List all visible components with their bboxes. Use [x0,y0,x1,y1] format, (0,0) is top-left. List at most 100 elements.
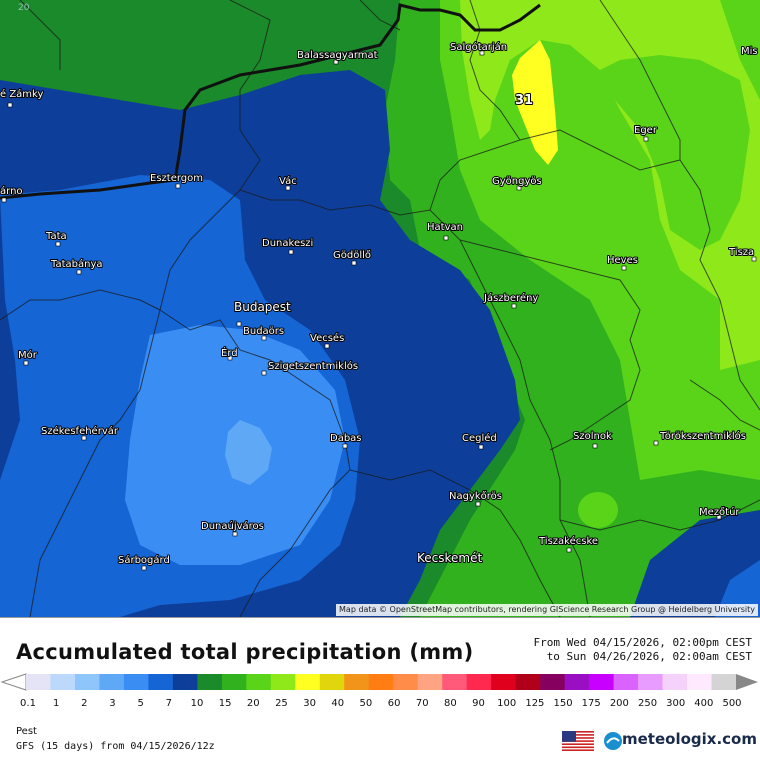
city-label: Balassagyarmat [297,50,378,61]
scale-tick-label: 100 [497,698,517,709]
precip-band-25-30-blob [578,492,618,528]
color-swatch [589,674,615,690]
color-swatch [515,674,541,690]
scale-tick-label: 150 [553,698,573,709]
city-label: Érd [221,346,238,359]
model-run-label: GFS (15 days) from 04/15/2026/12z [16,741,215,752]
corner-tick: 20 [18,3,30,13]
city-label: Sárbogárd [118,554,170,566]
scale-tick-label: 500 [722,698,742,709]
scale-tick-label: 7 [165,698,172,709]
city-label: Vecsés [310,332,344,344]
color-swatch [393,674,419,690]
color-swatch [662,674,688,690]
color-swatch [417,674,443,690]
city-label: Eger [634,125,658,136]
color-swatch [491,674,517,690]
scale-tick-label: 40 [331,698,345,709]
peak-value-label: 31 [515,93,533,108]
color-swatch [319,674,345,690]
scale-tick-label: 50 [359,698,373,709]
city-label: Szigetszentmiklós [268,360,358,372]
city-label: árno [0,185,23,197]
color-swatch [711,674,737,690]
scale-tick-label: 60 [387,698,401,709]
city-label: Gödöllő [333,249,371,261]
city-label: Gyöngyös [492,176,542,187]
city-label: Nagykőrös [449,490,502,502]
city-label: Cegléd [462,432,497,444]
scale-tick-label: 175 [581,698,601,709]
color-swatch [123,674,149,690]
scale-tick-label: 10 [190,698,204,709]
color-swatch [172,674,198,690]
color-swatch [99,674,125,690]
color-swatch [246,674,272,690]
color-scale-bar [0,673,758,691]
color-swatch [74,674,100,690]
scale-tick-label: 125 [525,698,545,709]
city-label: Tata [45,231,67,242]
county-borders [0,0,760,617]
color-swatch [540,674,566,690]
color-swatch [197,674,223,690]
precip-band-3-5 [225,420,272,485]
city-label: Salgótarján [450,41,507,53]
city-label: Budapest [234,300,291,314]
city-label: Tatabánya [50,258,103,270]
scale-tick-label: 30 [303,698,316,709]
city-label: Kecskemét [417,551,482,565]
precip-band-25-30-inner [600,55,750,250]
scale-tick-label: 90 [472,698,485,709]
color-swatch [442,674,468,690]
meteologix-logo-icon [604,732,622,750]
city-label: Jászberény [483,292,538,304]
city-label: Mezőtúr [699,506,740,518]
period-from: From Wed 04/15/2026, 02:00pm CEST [533,636,752,649]
scale-tick-label: 80 [444,698,457,709]
color-scale-ticks: 0.1 1 2 3 5 7 10 15 20 25 30 40 50 60 70 80 90 100 125 150 1… [0,698,760,712]
scale-tick-label: 300 [666,698,686,709]
city-label: Dunaújváros [201,520,264,532]
national-border [0,3,541,200]
color-swatch [638,674,664,690]
brand-name[interactable]: meteologix.com [622,730,757,748]
scale-tick-label: 3 [109,698,116,709]
city-label: Törökszentmiklós [659,430,746,442]
scale-arrow-left [0,673,27,691]
us-flag-icon[interactable] [562,731,594,751]
city-label: Mis [741,46,758,57]
city-label: Székesfehérvár [41,425,119,437]
city-label: Szolnok [573,431,612,442]
city-label: Budaörs [243,326,284,337]
legend-panel: Accumulated total precipitation (mm) Fro… [0,617,760,761]
city-markers [1,50,757,571]
color-swatch [344,674,370,690]
legend-title: Accumulated total precipitation (mm) [16,640,474,664]
precip-band-7-10-east [715,560,760,617]
city-label: Dabas [330,433,362,444]
precipitation-map[interactable]: 31 20 [0,0,760,617]
city-label: Tiszakécske [538,535,598,547]
color-swatch [50,674,76,690]
scale-tick-label: 20 [246,698,260,709]
period-to: to Sun 04/26/2026, 02:00am CEST [546,650,752,663]
city-label: Hatvan [427,222,463,233]
city-label: Esztergom [150,173,203,184]
scale-tick-label: 25 [275,698,288,709]
forecast-period: From Wed 04/15/2026, 02:00pm CEST to Sun… [533,636,752,664]
scale-tick-label: 2 [81,698,88,709]
city-labels: Balassagyarmat Salgótarján Mis é Zámky E… [0,40,759,567]
color-swatch [564,674,590,690]
color-swatch [368,674,394,690]
city-label: Vác [279,175,297,187]
scale-tick-label: 200 [609,698,629,709]
color-swatch [148,674,174,690]
scale-arrow-right [736,674,758,690]
scale-tick-label: 1 [52,698,60,709]
map-attribution[interactable]: Map data © OpenStreetMap contributors, r… [336,604,758,616]
color-swatch [466,674,492,690]
scale-tick-label: 5 [137,698,144,709]
scale-tick-label: 250 [637,698,658,709]
color-swatch [221,674,247,690]
